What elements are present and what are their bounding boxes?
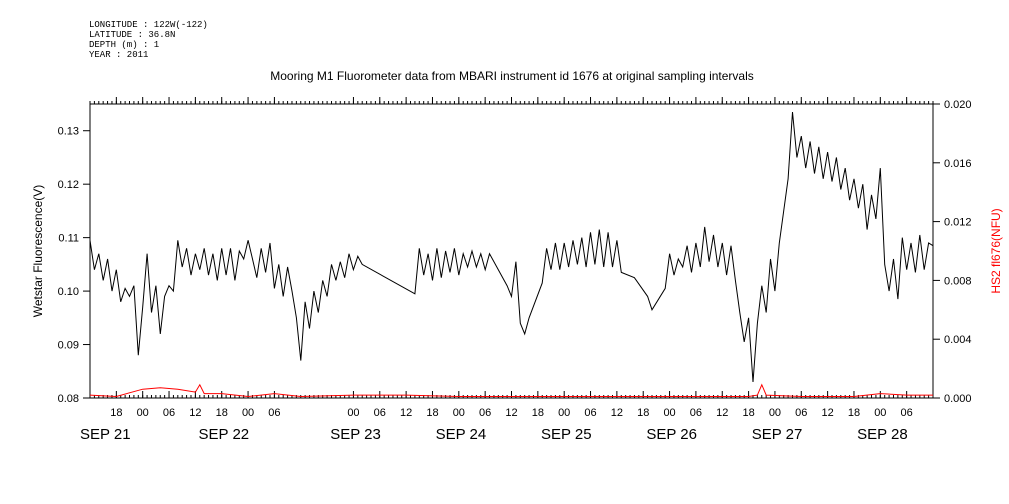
- x-hour-label: 12: [611, 407, 623, 419]
- y-tick-label: 0.11: [58, 233, 79, 245]
- y2-tick-label: 0.020: [944, 99, 972, 111]
- x-hour-label: 12: [400, 407, 412, 419]
- latitude-text: LATITUDE : 36.8N: [89, 30, 176, 40]
- x-hour-label: 18: [848, 407, 860, 419]
- x-hour-label: 00: [663, 407, 675, 419]
- x-day-label: SEP 21: [80, 426, 131, 443]
- depth-text: DEPTH (m) : 1: [89, 40, 160, 50]
- x-hour-label: 00: [558, 407, 570, 419]
- station-metadata: LONGITUDE : 122W(-122) LATITUDE : 36.8N …: [89, 20, 208, 60]
- y2-tick-label: 0.016: [944, 158, 972, 170]
- x-day-label: SEP 23: [330, 426, 381, 443]
- x-day-label: SEP 25: [541, 426, 592, 443]
- x-hour-label: 00: [874, 407, 886, 419]
- x-hour-label: 00: [347, 407, 359, 419]
- y2-tick-label: 0.012: [944, 217, 972, 229]
- x-hour-label: 18: [110, 407, 122, 419]
- series-layer: [89, 111, 934, 398]
- y-tick-label: 0.08: [58, 393, 79, 405]
- x-hour-label: 06: [584, 407, 596, 419]
- x-hour-label: 12: [189, 407, 201, 419]
- x-hour-label: 12: [822, 407, 834, 419]
- x-day-label: SEP 28: [857, 426, 908, 443]
- axes-layer: 0.08 0.09 0.10 0.11 0.12 0.13 0.000 0.004 0.008 0…: [58, 97, 972, 443]
- x-hour-label: 00: [242, 407, 254, 419]
- plot-frame: [89, 103, 934, 399]
- y-axis-label: Wetstar Fluorescence(V): [31, 185, 45, 318]
- y2-tick-label: 0.008: [944, 275, 972, 287]
- x-day-label: SEP 27: [752, 426, 803, 443]
- x-day-label: SEP 26: [646, 426, 697, 443]
- year-text: YEAR : 2011: [89, 50, 149, 60]
- x-hour-label: 18: [426, 407, 438, 419]
- x-hour-label: 06: [374, 407, 386, 419]
- x-hour-label: 12: [716, 407, 728, 419]
- x-hour-label: 06: [163, 407, 175, 419]
- x-hour-label: 06: [901, 407, 913, 419]
- x-hour-label: 06: [795, 407, 807, 419]
- y2-tick-label: 0.004: [944, 334, 972, 346]
- x-hour-label: 00: [137, 407, 149, 419]
- y-tick-label: 0.12: [58, 179, 79, 191]
- x-hour-label: 18: [742, 407, 754, 419]
- x-hour-label: 00: [769, 407, 781, 419]
- y-tick-label: 0.13: [58, 126, 79, 138]
- x-hour-label: 06: [268, 407, 280, 419]
- y-tick-label: 0.10: [58, 286, 79, 298]
- longitude-text: LONGITUDE : 122W(-122): [89, 20, 208, 30]
- x-hour-label: 06: [690, 407, 702, 419]
- x-hour-label: 00: [453, 407, 465, 419]
- chart-title: Mooring M1 Fluorometer data from MBARI i…: [270, 69, 754, 83]
- x-day-label: SEP 22: [199, 426, 250, 443]
- y2-tick-label: 0.000: [944, 393, 972, 405]
- x-hour-label: 18: [216, 407, 228, 419]
- x-hour-label: 12: [505, 407, 517, 419]
- wetstar-fluorescence-line: [89, 111, 934, 383]
- x-day-label: SEP 24: [436, 426, 487, 443]
- x-hour-label: 18: [532, 407, 544, 419]
- x-hour-label: 06: [479, 407, 491, 419]
- x-hour-label: 18: [637, 407, 649, 419]
- y-tick-label: 0.09: [58, 340, 79, 352]
- hs2-fl676-line: [89, 383, 933, 398]
- y2-axis-label: HS2 fl676(NFU): [989, 208, 1003, 293]
